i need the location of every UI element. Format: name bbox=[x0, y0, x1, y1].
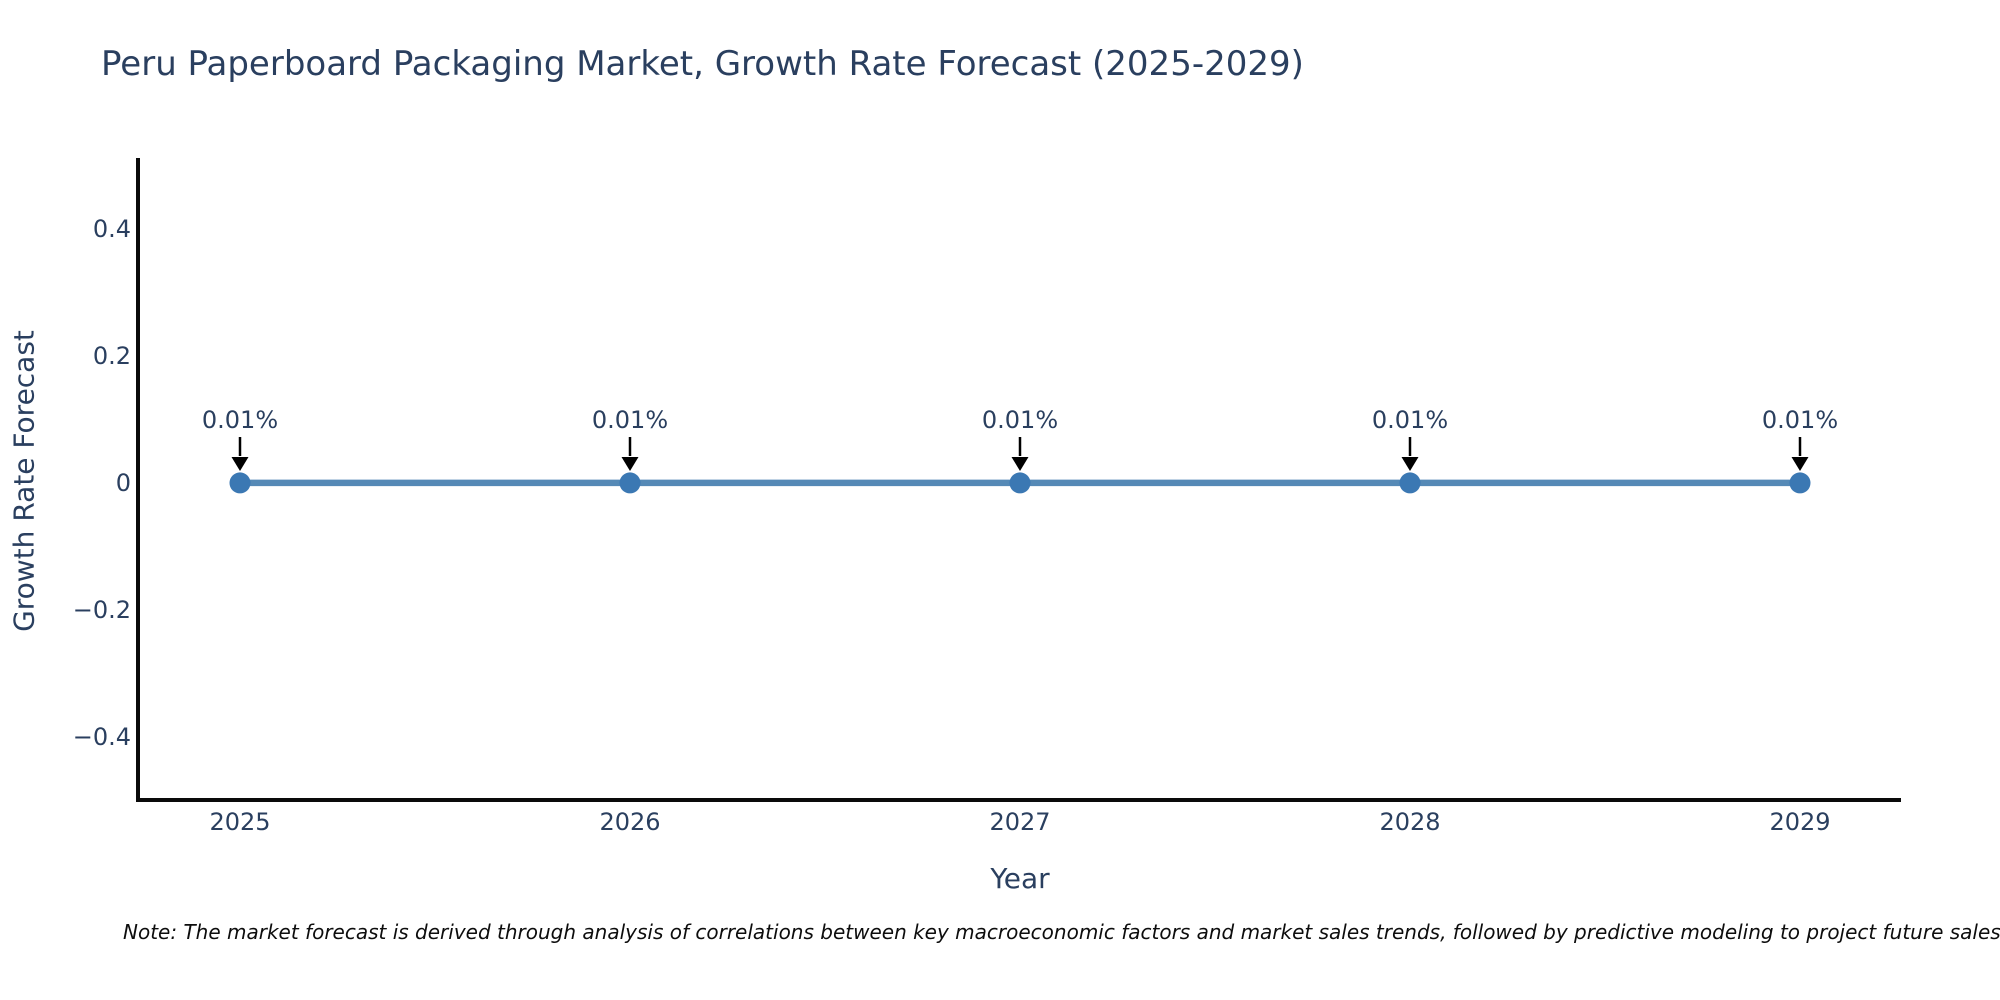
annotation-arrowhead bbox=[1011, 457, 1029, 471]
footnote: Note: The market forecast is derived thr… bbox=[123, 920, 2000, 944]
x-tick-label: 2025 bbox=[209, 808, 271, 836]
point-annotation-label: 0.01% bbox=[201, 406, 279, 434]
x-tick-label: 2026 bbox=[599, 808, 661, 836]
x-tick-label: 2029 bbox=[1769, 808, 1831, 836]
point-annotation-label: 0.01% bbox=[591, 406, 669, 434]
point-annotation-label: 0.01% bbox=[981, 406, 1059, 434]
data-point-marker bbox=[1399, 472, 1421, 494]
y-tick-label: −0.2 bbox=[72, 595, 131, 624]
x-axis-title: Year bbox=[990, 862, 1050, 895]
chart-title: Peru Paperboard Packaging Market, Growth… bbox=[101, 44, 1304, 84]
annotation-arrowhead bbox=[231, 457, 249, 471]
data-point-marker bbox=[229, 472, 251, 494]
annotation-arrowhead bbox=[1791, 457, 1809, 471]
point-annotation-label: 0.01% bbox=[1371, 406, 1449, 434]
y-axis-title: Growth Rate Forecast bbox=[7, 330, 41, 632]
y-tick-label: −0.4 bbox=[72, 722, 131, 751]
x-tick-label: 2028 bbox=[1379, 808, 1441, 836]
y-tick-label: 0.4 bbox=[92, 215, 131, 244]
annotation-arrowhead bbox=[621, 457, 639, 471]
y-tick-label: 0 bbox=[115, 469, 131, 497]
data-point-marker bbox=[619, 472, 641, 494]
y-axis-ticks: 0.4 0.2 0 −0.2 −0.4 bbox=[0, 0, 131, 1000]
annotation-arrowhead bbox=[1401, 457, 1419, 471]
data-point-marker bbox=[1789, 472, 1811, 494]
point-annotation-label: 0.01% bbox=[1761, 406, 1839, 434]
data-point-marker bbox=[1009, 472, 1031, 494]
y-tick-label: 0.2 bbox=[92, 342, 131, 371]
x-tick-label: 2027 bbox=[989, 808, 1051, 836]
axis-lines bbox=[136, 158, 1901, 802]
